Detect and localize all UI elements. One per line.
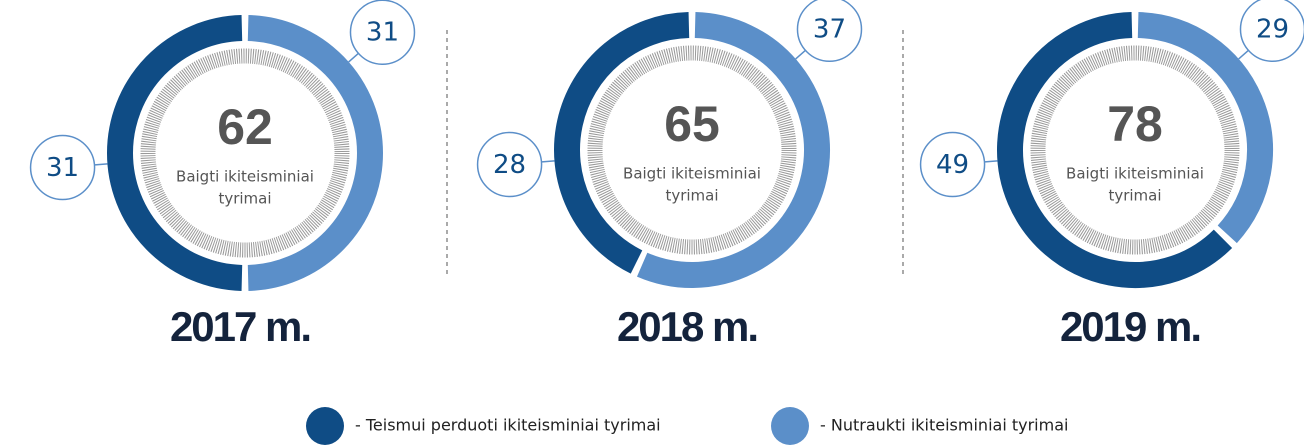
center-label: tyrimai [218, 190, 271, 208]
year-title: 2017 m. [170, 303, 310, 350]
value-label: 49 [936, 150, 969, 180]
value-label: 31 [46, 153, 79, 183]
hatch-ring [140, 48, 350, 258]
value-bubble [919, 131, 986, 198]
center-label: Baigti ikiteisminiai [623, 165, 761, 183]
legend-label: - Teismui perduoti ikiteisminiai tyrimai [355, 416, 661, 435]
hatch-ring [1030, 45, 1240, 255]
donut-segment [554, 12, 690, 274]
value-bubble [349, 0, 416, 65]
center-label: Baigti ikiteisminiai [176, 168, 314, 186]
value-bubble [1239, 0, 1304, 62]
legend-swatch [306, 407, 344, 445]
donut-segment [247, 15, 383, 291]
total: 62 [217, 99, 273, 155]
year-title: 2018 m. [617, 303, 757, 350]
center-label: Baigti ikiteisminiai [1066, 165, 1204, 183]
total: 65 [664, 96, 720, 152]
value-label: 31 [366, 18, 399, 48]
value-label: 28 [493, 150, 526, 180]
year-title: 2019 m. [1060, 303, 1200, 350]
total: 78 [1107, 96, 1163, 152]
donut-segment [637, 12, 830, 288]
value-label: 29 [1256, 15, 1289, 45]
value-label: 37 [813, 15, 846, 45]
donut-segment [1137, 12, 1273, 244]
value-bubble [796, 0, 863, 62]
legend-swatch [771, 407, 809, 445]
value-bubble [476, 131, 543, 198]
legend-label: - Nutraukti ikiteisminiai tyrimai [820, 416, 1068, 435]
center-label: tyrimai [1108, 187, 1161, 205]
donut-segment [997, 12, 1233, 288]
donut-segment [107, 15, 243, 291]
value-bubble [29, 134, 96, 201]
hatch-ring [587, 45, 797, 255]
center-label: tyrimai [665, 187, 718, 205]
